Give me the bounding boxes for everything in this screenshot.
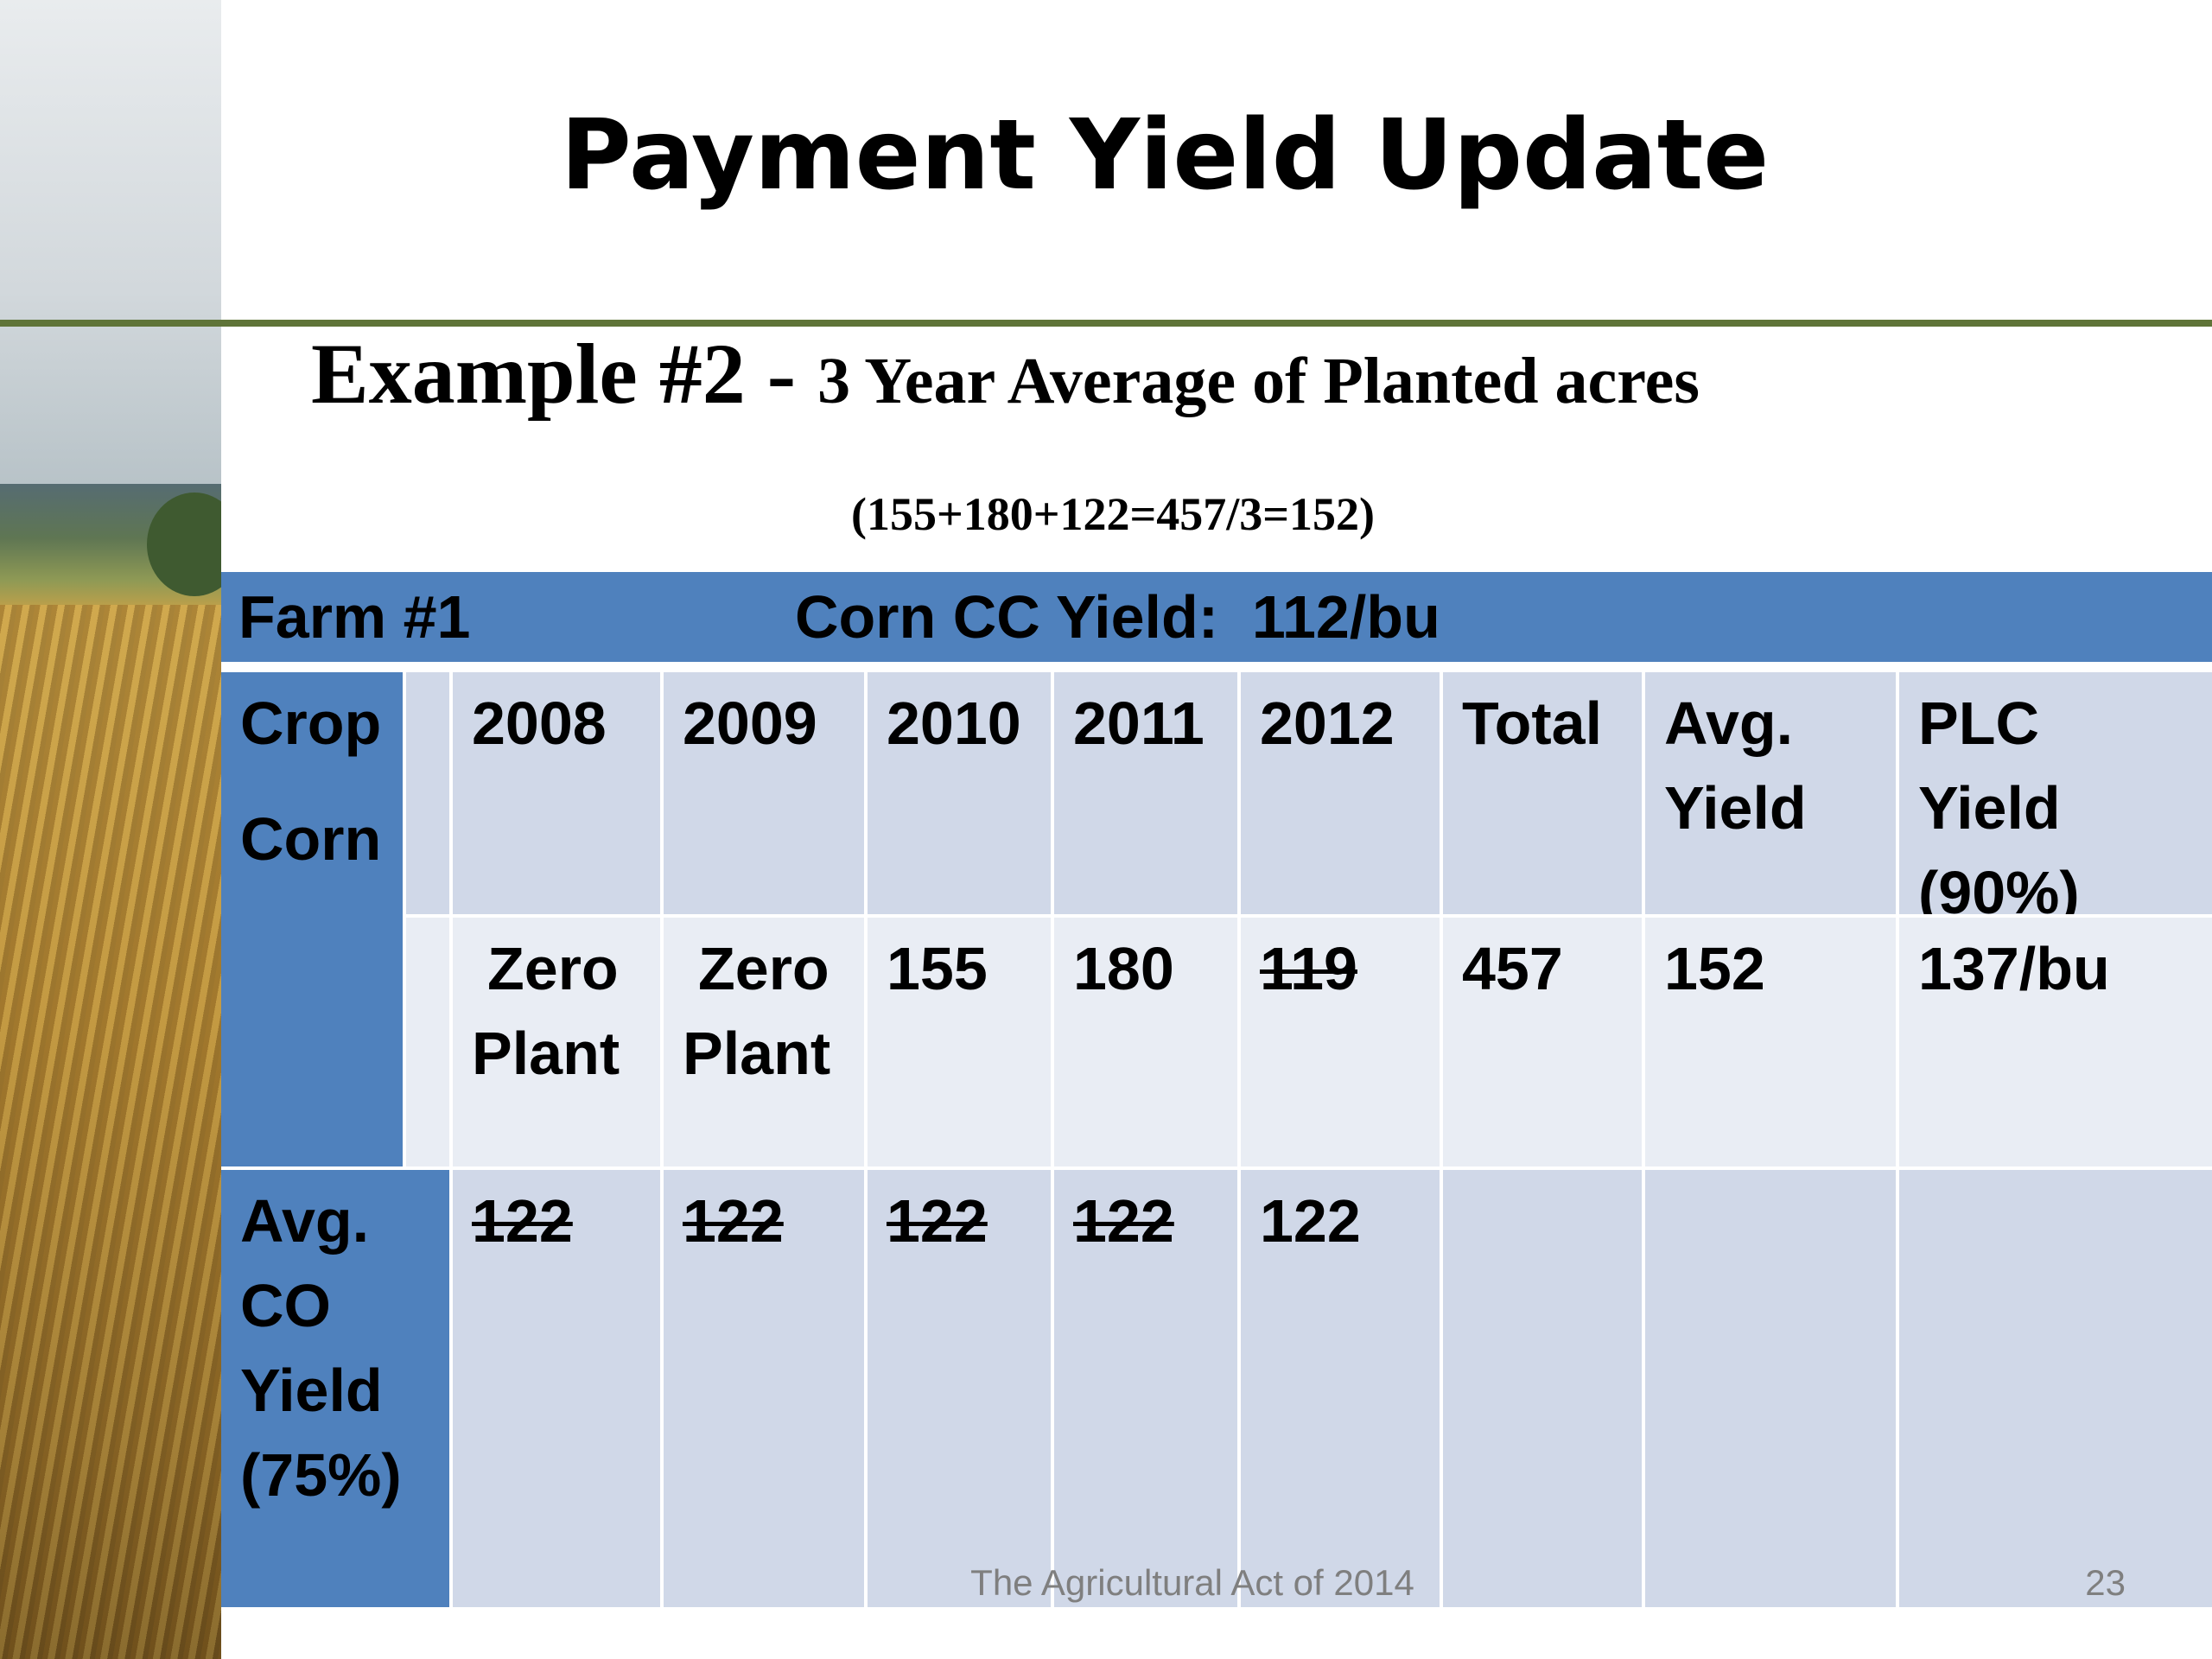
avg-yield-header-line: Avg. xyxy=(1664,690,1794,757)
spacer-cell xyxy=(406,672,449,914)
total-header: Total xyxy=(1443,672,1642,914)
county-yield-label-line: Avg. xyxy=(240,1187,370,1255)
county-yield-2010: 122 xyxy=(868,1170,1051,1607)
year-header: 2012 xyxy=(1241,672,1440,914)
farm-label: Farm #1 xyxy=(238,583,471,651)
tree xyxy=(147,493,221,596)
struck-value: 122 xyxy=(683,1187,784,1255)
title-divider xyxy=(0,320,2212,327)
spacer-cell xyxy=(406,918,449,1166)
struck-value: 122 xyxy=(1073,1187,1174,1255)
yield-cell-2009: Zero Plant xyxy=(664,918,864,1166)
empty-cell xyxy=(1645,1170,1896,1607)
county-yield-2012: 122 xyxy=(1241,1170,1440,1607)
plc-yield-header-line: Yield xyxy=(1918,774,2061,842)
yield-cell-line: Plant xyxy=(472,1020,620,1087)
county-yield-label-line: (75%) xyxy=(240,1441,402,1509)
year-header: 2008 xyxy=(453,672,660,914)
yield-cell-line: Zero xyxy=(487,935,619,1002)
plc-yield-header-line: PLC xyxy=(1918,690,2039,757)
page-number: 23 xyxy=(2085,1562,2126,1603)
crop-value: Corn xyxy=(240,805,382,873)
sky xyxy=(0,0,221,484)
struck-value: 119 xyxy=(1260,935,1357,1002)
yield-cell-2012: 119 xyxy=(1241,918,1440,1166)
cc-yield-label: Corn CC Yield: 112/bu xyxy=(795,583,1440,651)
county-yield-2011: 122 xyxy=(1054,1170,1237,1607)
slide-footer: The Agricultural Act of 2014 xyxy=(970,1562,1414,1603)
crop-label: Crop xyxy=(240,690,382,757)
empty-cell xyxy=(1899,1170,2212,1607)
avg-yield-value: 152 xyxy=(1645,918,1896,1166)
avg-yield-header-line: Yield xyxy=(1664,774,1807,842)
plc-yield-header-line: (90%) xyxy=(1918,859,2080,914)
subtitle-example: Example #2 - xyxy=(311,326,818,422)
slide-subtitle: Example #2 - 3 Year Average of Planted a… xyxy=(311,327,1700,422)
plc-yield-value: 137/bu xyxy=(1899,918,2212,1166)
crop-header-cell: Crop Corn xyxy=(221,672,403,1166)
subtitle-description: 3 Year Average of Planted acres xyxy=(817,345,1700,417)
total-value: 457 xyxy=(1443,918,1642,1166)
county-yield-label-line: CO xyxy=(240,1272,331,1339)
county-yield-label-cell: Avg. CO Yield (75%) xyxy=(221,1170,449,1607)
wheat-field xyxy=(0,605,221,1659)
county-yield-label-line: Yield xyxy=(240,1357,383,1424)
struck-value: 122 xyxy=(472,1187,573,1255)
yield-cell-line: Plant xyxy=(683,1020,831,1087)
yield-cell-2011: 180 xyxy=(1054,918,1237,1166)
avg-yield-header: Avg. Yield xyxy=(1645,672,1896,914)
yield-cell-line: Zero xyxy=(698,935,830,1002)
formula-text: (155+180+122=457/3=152) xyxy=(850,488,1376,540)
year-header: 2011 xyxy=(1054,672,1237,914)
year-header: 2009 xyxy=(664,672,864,914)
year-header: 2010 xyxy=(868,672,1051,914)
struck-value: 122 xyxy=(887,1187,988,1255)
yield-table: Farm #1 Corn CC Yield: 112/bu Crop Corn … xyxy=(221,572,2212,1607)
county-yield-2008: 122 xyxy=(453,1170,660,1607)
slide-title: Payment Yield Update xyxy=(560,99,1770,212)
wheat-field-photo xyxy=(0,0,221,1659)
plc-yield-header: PLC Yield (90%) xyxy=(1899,672,2212,914)
county-yield-2009: 122 xyxy=(664,1170,864,1607)
yield-cell-2008: Zero Plant xyxy=(453,918,660,1166)
farm-header-row: Farm #1 Corn CC Yield: 112/bu xyxy=(221,572,2212,662)
yield-cell-2010: 155 xyxy=(868,918,1051,1166)
empty-cell xyxy=(1443,1170,1642,1607)
